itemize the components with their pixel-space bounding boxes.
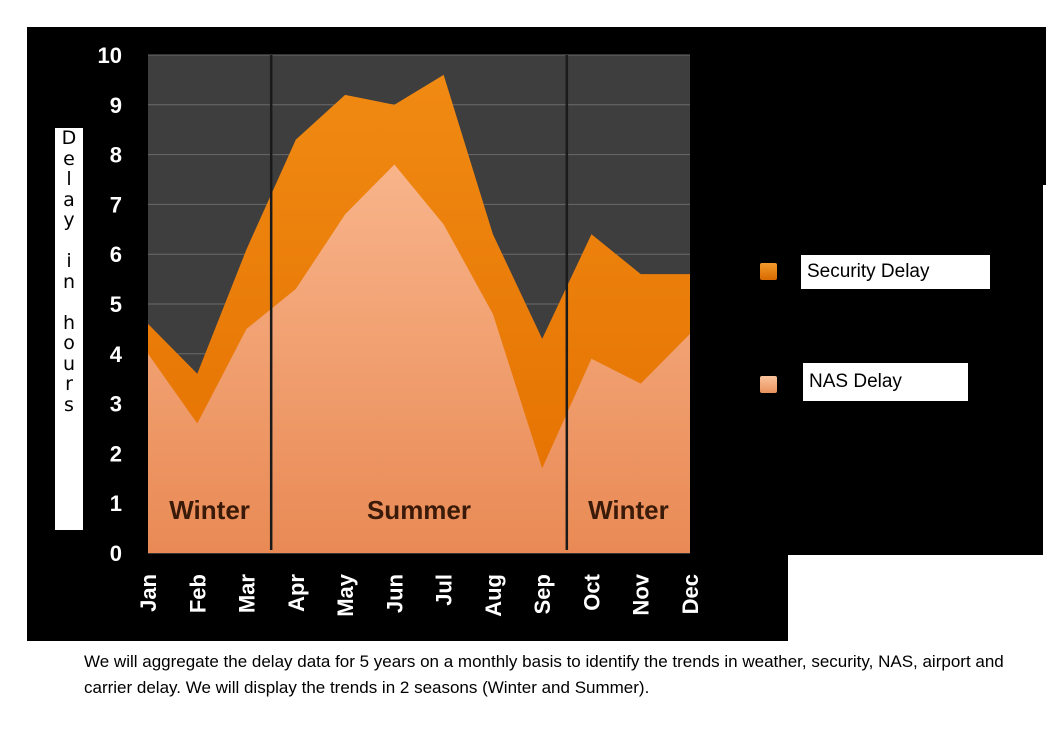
x-tick-label: Apr bbox=[284, 574, 309, 612]
y-axis-label-char: o bbox=[63, 332, 75, 354]
legend-panel bbox=[700, 27, 1043, 555]
y-tick-label: 5 bbox=[110, 292, 122, 317]
y-tick-label: 3 bbox=[110, 392, 122, 417]
legend-swatch-security bbox=[760, 263, 777, 280]
x-tick-label: Oct bbox=[579, 573, 604, 610]
x-tick-label: Dec bbox=[678, 574, 703, 614]
x-tick-label: Feb bbox=[185, 574, 210, 613]
y-axis-label-char: n bbox=[62, 270, 76, 293]
y-axis-label-char: r bbox=[65, 373, 73, 395]
y-axis-label-char: a bbox=[63, 188, 75, 211]
y-tick-label: 0 bbox=[110, 541, 122, 566]
y-axis-label-char: i bbox=[66, 250, 72, 272]
x-tick-label: Mar bbox=[235, 574, 260, 614]
x-tick-label: Jun bbox=[382, 574, 407, 613]
y-tick-label: 4 bbox=[110, 342, 123, 367]
caption-text: We will aggregate the delay data for 5 y… bbox=[84, 652, 1004, 697]
legend-label-security: Security Delay bbox=[801, 255, 990, 289]
y-axis-label-char bbox=[55, 292, 83, 313]
x-tick-label: Jul bbox=[432, 574, 457, 606]
y-axis-label-char: h bbox=[62, 311, 76, 334]
y-tick-label: 10 bbox=[98, 43, 122, 68]
y-tick-label: 6 bbox=[110, 242, 122, 267]
season-label: Winter bbox=[169, 495, 250, 525]
x-tick-label: May bbox=[333, 573, 358, 617]
y-axis-label-char: y bbox=[63, 209, 75, 231]
legend-label-nas: NAS Delay bbox=[803, 363, 968, 401]
y-tick-label: 1 bbox=[110, 491, 122, 516]
series-area-nas-delay bbox=[148, 164, 690, 553]
y-axis-label-char: s bbox=[64, 393, 74, 416]
season-label: Winter bbox=[588, 495, 669, 525]
y-tick-label: 2 bbox=[110, 441, 122, 466]
y-tick-label: 9 bbox=[110, 93, 122, 118]
x-tick-label: Nov bbox=[629, 573, 654, 615]
season-label: Summer bbox=[367, 495, 471, 525]
legend-swatch-nas bbox=[760, 376, 777, 393]
y-axis-label-char: D bbox=[61, 128, 77, 149]
x-tick-label: Sep bbox=[530, 574, 555, 614]
y-axis-label-char: e bbox=[63, 147, 75, 170]
x-tick-label: Aug bbox=[481, 574, 506, 617]
y-axis-label-char bbox=[55, 231, 83, 252]
x-tick-label: Jan bbox=[136, 574, 161, 612]
frame-edge bbox=[1043, 27, 1046, 185]
y-axis-label-char: u bbox=[62, 352, 76, 375]
y-tick-label: 8 bbox=[110, 143, 122, 168]
y-tick-label: 7 bbox=[110, 192, 122, 217]
y-axis-label-char: l bbox=[66, 168, 72, 190]
